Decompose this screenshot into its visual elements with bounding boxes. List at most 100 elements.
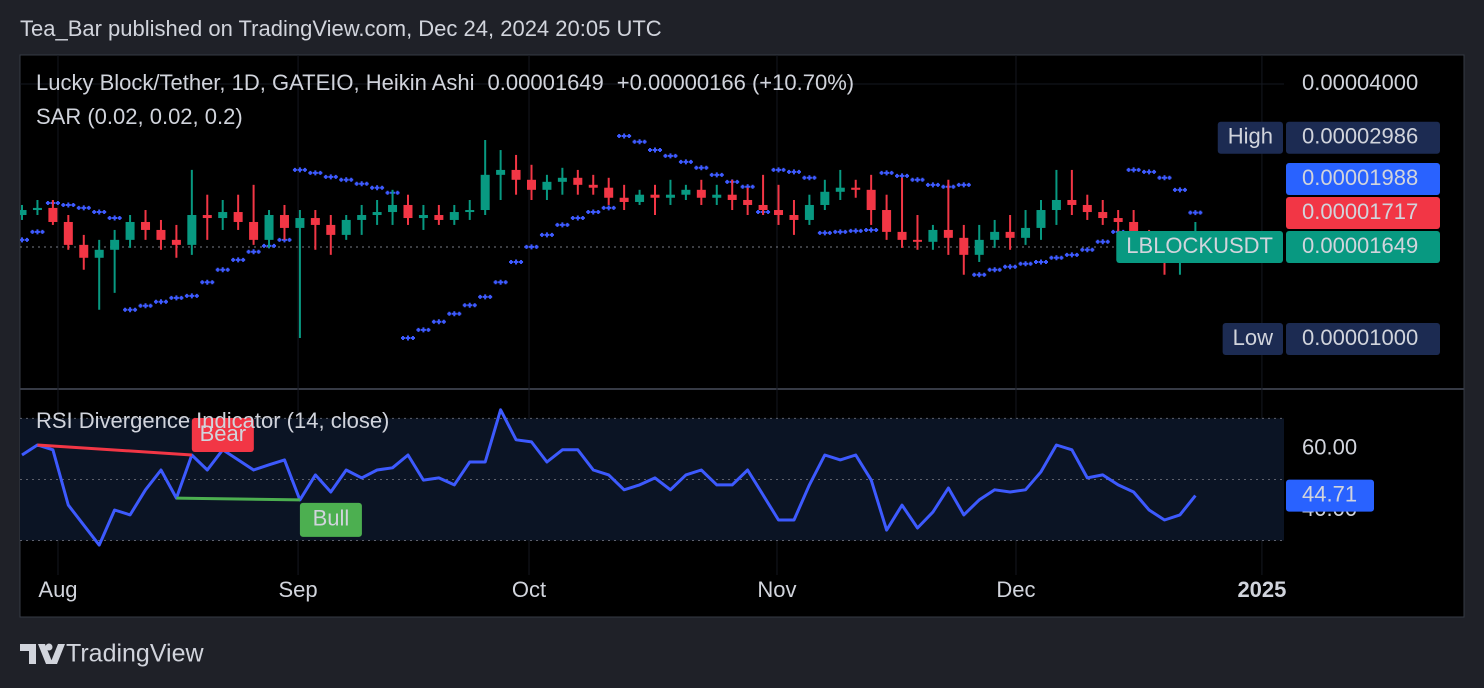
sar-dot-fill: [1198, 210, 1203, 215]
sar-dot-fill: [153, 299, 158, 304]
sar-dot: [884, 170, 890, 176]
price-label-box: [1286, 162, 1440, 195]
candle-body: [804, 204, 814, 220]
sar-dot: [914, 177, 920, 183]
sar-dot: [81, 205, 87, 211]
sar-dot-fill: [426, 327, 431, 332]
candle-body: [279, 215, 289, 228]
sar-dot-fill: [858, 228, 863, 233]
candle-body: [125, 221, 135, 240]
rsi-legend: RSI Divergence Indicator (14, close): [36, 408, 389, 433]
sar-dot: [1007, 264, 1013, 270]
candle-body: [912, 239, 922, 242]
sar-dot-fill: [1080, 247, 1085, 252]
sar-dot-fill: [740, 184, 745, 189]
sar-dot-fill: [781, 167, 786, 172]
sar-dot: [667, 153, 673, 159]
candle-body: [1129, 221, 1139, 238]
sar-dot-fill: [565, 222, 570, 227]
sar-dot: [528, 244, 534, 250]
sar-dot: [837, 229, 843, 235]
sar-dot-fill: [364, 181, 369, 186]
price-label: 0.00001988: [1302, 165, 1418, 190]
sar-dot-fill: [678, 159, 683, 164]
sar-dot: [1100, 239, 1106, 245]
sar-dot-fill: [843, 229, 848, 234]
sar-dot-fill: [323, 174, 328, 179]
candle-body: [681, 189, 691, 195]
sar-dot-fill: [673, 153, 678, 158]
candle-body: [372, 212, 382, 216]
candle-body: [202, 215, 212, 219]
candle-body: [851, 187, 861, 190]
sar-dot: [575, 215, 581, 221]
candle-body: [511, 169, 521, 180]
sar-dot: [143, 303, 149, 309]
candle-body: [1036, 210, 1046, 228]
sar-dot-fill: [874, 227, 879, 232]
sar-dot-fill: [658, 148, 663, 153]
sar-dot-fill: [1028, 261, 1033, 266]
sar-dot: [359, 181, 365, 187]
sar-dot-fill: [864, 227, 869, 232]
sar-dot-fill: [385, 190, 390, 195]
sar-dot-fill: [966, 182, 971, 187]
sar-dot-fill: [215, 267, 220, 272]
sar-dot-fill: [941, 184, 946, 189]
sar-dot-fill: [1188, 210, 1193, 215]
sar-dot-fill: [972, 272, 977, 277]
sar-dot: [961, 182, 967, 188]
sar-dot-fill: [107, 216, 112, 221]
sar-dot-fill: [539, 232, 544, 237]
sar-dot-fill: [410, 336, 415, 341]
candle-body: [357, 215, 367, 220]
sar-dot: [498, 279, 504, 285]
x-tick-label: Oct: [512, 577, 546, 602]
sar-dot-fill: [1167, 175, 1172, 180]
sar-dot-fill: [688, 159, 693, 164]
sar-dot: [420, 327, 426, 333]
candle-body: [156, 229, 166, 240]
sar-dot-fill: [148, 303, 153, 308]
sar-dot-fill: [1126, 167, 1131, 172]
candle-body: [974, 239, 984, 255]
sar-dot-fill: [920, 177, 925, 182]
sar-dot: [930, 182, 936, 188]
sar-dot-fill: [796, 169, 801, 174]
candle-body: [774, 210, 784, 216]
price-label-box: [1286, 322, 1440, 355]
candle-body: [449, 212, 459, 220]
sar-dot-fill: [617, 133, 622, 138]
candle-body: [897, 231, 907, 240]
sar-dot: [189, 293, 195, 299]
sar-dot: [513, 259, 519, 265]
sar-dot-fill: [30, 229, 35, 234]
sar-dot-fill: [812, 175, 817, 180]
divergence-label: Bull: [313, 506, 350, 531]
sar-dot-fill: [570, 216, 575, 221]
candle-body: [1021, 227, 1031, 238]
sar-dot-fill: [555, 222, 560, 227]
sar-dot: [173, 295, 179, 301]
sar-dot-fill: [354, 181, 359, 186]
sar-dot: [1146, 169, 1152, 175]
sar-dot-fill: [503, 280, 508, 285]
sar-dot-fill: [725, 179, 730, 184]
sar-dot-fill: [935, 182, 940, 187]
sar-dot-fill: [1095, 239, 1100, 244]
sar-dot: [683, 159, 689, 165]
sar-dot: [637, 139, 643, 145]
sar-dot-fill: [92, 210, 97, 215]
sar-dot-fill: [1136, 167, 1141, 172]
candle-body: [743, 199, 753, 205]
sar-dot-fill: [519, 259, 524, 264]
candle-body: [233, 212, 243, 222]
candle-body: [434, 215, 444, 220]
sar-dot-fill: [1033, 259, 1038, 264]
price-label-name-box: [1222, 322, 1283, 355]
sar-dot-fill: [648, 148, 653, 153]
candle-body: [789, 215, 799, 220]
candle-body: [820, 191, 830, 205]
sar-dot-fill: [462, 303, 467, 308]
